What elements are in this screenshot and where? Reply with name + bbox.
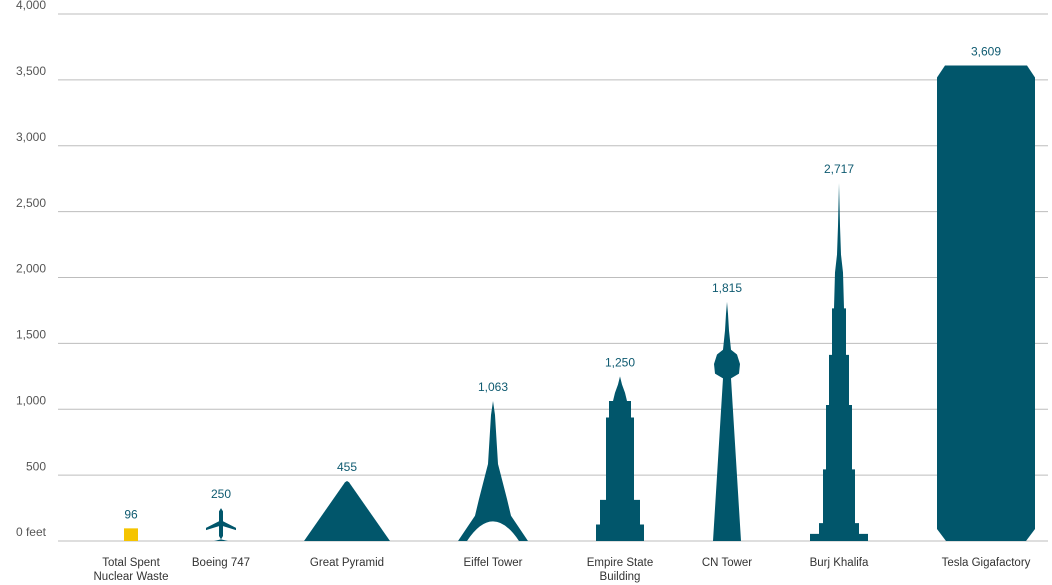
x-tick-label: Burj Khalifa <box>809 557 869 569</box>
y-tick-label: 3,500 <box>16 64 46 78</box>
bar <box>124 528 138 541</box>
y-tick-label: 1,000 <box>16 393 46 407</box>
y-tick-label: 0 feet <box>16 525 47 539</box>
value-label: 455 <box>337 460 357 474</box>
value-label: 250 <box>211 487 231 501</box>
x-tick-label: Eiffel Tower <box>463 557 523 569</box>
y-tick-label: 2,500 <box>16 196 46 210</box>
x-tick-label: Great Pyramid <box>309 557 385 569</box>
value-label: 1,063 <box>478 380 508 394</box>
bar <box>206 508 236 541</box>
x-tick-label: CN Tower <box>701 557 753 569</box>
value-label: 1,815 <box>712 281 742 295</box>
x-tick-label: Empire State Building <box>586 557 654 583</box>
bar <box>596 376 644 541</box>
y-tick-label: 500 <box>26 459 46 473</box>
y-tick-label: 3,000 <box>16 130 46 144</box>
bar <box>458 400 528 541</box>
bar <box>304 481 390 541</box>
value-label: 1,250 <box>605 355 635 369</box>
value-label: 2,717 <box>824 162 854 176</box>
value-label: 3,609 <box>971 45 1001 59</box>
y-tick-label: 2,000 <box>16 262 46 276</box>
y-tick-label: 4,000 <box>16 0 46 12</box>
y-tick-label: 1,500 <box>16 328 46 342</box>
bar <box>713 301 741 541</box>
value-label: 96 <box>124 508 138 522</box>
x-tick-label: Tesla Gigafactory <box>941 557 1031 569</box>
bar <box>937 65 1035 541</box>
x-tick-label: Boeing 747 <box>191 557 251 569</box>
x-tick-label: Total Spent Nuclear Waste <box>93 557 169 583</box>
bar <box>810 183 868 541</box>
